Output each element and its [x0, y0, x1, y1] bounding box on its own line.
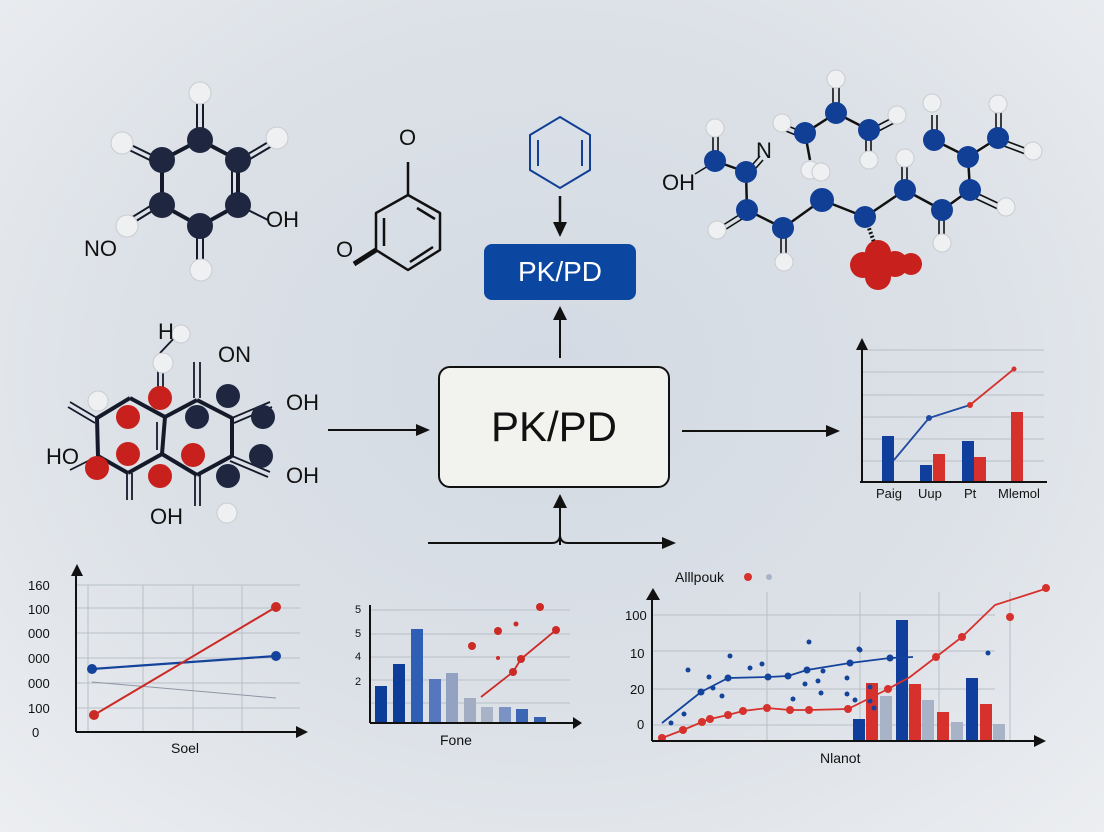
atom-label-on: ON	[218, 342, 251, 367]
pk-pd-node-top[interactable]: PK/PD	[484, 244, 636, 300]
axis-arrow-icon	[1034, 735, 1046, 747]
axis-arrow-icon	[646, 588, 660, 600]
legend-label: Alllpouk	[675, 569, 725, 585]
atom-label-oh-3: OH	[150, 504, 183, 529]
atom-label-h: H	[158, 319, 174, 344]
y-tick-label: 160	[28, 578, 50, 593]
y-tick-label: 5	[355, 628, 362, 640]
atom-label-oh: OH	[266, 207, 299, 232]
chart-bottom-left: 160 100 000 000 000 100 0 Soel	[20, 560, 320, 760]
y-tick-label: 4	[355, 651, 362, 663]
y-tick-label: 100	[625, 608, 647, 623]
y-tick-label: 20	[630, 682, 645, 697]
y-tick-label: 5	[355, 604, 362, 616]
molecule-skeletal: O O	[320, 100, 480, 280]
y-tick-label: 2	[355, 676, 362, 688]
arrow-right-icon	[416, 424, 430, 436]
y-tick-label: 000	[28, 651, 50, 666]
atom-label-ho: HO	[46, 444, 79, 469]
y-tick-label: 10	[630, 646, 645, 661]
chart-right-mini-graphic	[856, 338, 1047, 483]
molecule-skeletal-graphic	[352, 162, 442, 272]
arrow-right-icon	[826, 425, 840, 437]
arrow-right-icon	[662, 537, 676, 549]
y-tick-label: 000	[28, 626, 50, 641]
x-axis-title: Soel	[171, 740, 200, 756]
molecule-top-left-graphic	[110, 81, 289, 282]
chart-bottom-left-graphic	[71, 564, 308, 738]
axis-arrow-icon	[573, 717, 582, 729]
atom-label-n: N	[756, 138, 772, 163]
category-label: Uup	[918, 486, 942, 501]
y-tick-label: 000	[28, 676, 50, 691]
legend-dot-red-icon	[744, 573, 752, 581]
atom-label-oh: OH	[662, 170, 695, 195]
chart-right-mini: Paig Uup Pt Mlemol	[840, 330, 1070, 510]
atom-label-o-top: O	[399, 125, 417, 150]
x-axis-title: Fone	[440, 732, 472, 748]
chart-bottom-right-graphic	[646, 573, 1050, 747]
molecule-top-left: NO OH	[0, 0, 330, 300]
axis-arrow-icon	[71, 564, 83, 576]
atom-label-oh-1: OH	[286, 390, 319, 415]
axis-arrow-icon	[296, 726, 308, 738]
atom-label-no: NO	[84, 236, 117, 261]
atom-label-oh-2: OH	[286, 463, 319, 488]
molecule-mid-left: H ON OH HO OH OH	[30, 310, 340, 530]
chart-bottom-right: Alllpouk 100 10 20 0 Nlanot	[600, 560, 1070, 780]
molecule-mid-left-graphic	[67, 324, 275, 524]
x-axis-title: Nlanot	[820, 750, 861, 766]
pk-pd-node-central[interactable]: PK/PD	[438, 366, 670, 488]
category-label: Pt	[964, 486, 977, 501]
axis-arrow-icon	[856, 338, 868, 350]
atom-label-o-left: O	[336, 237, 354, 262]
molecule-top-right-graphic	[694, 69, 1043, 290]
chart-bottom-middle-graphic	[369, 603, 582, 729]
y-tick-label: 0	[32, 725, 40, 740]
y-tick-label: 100	[28, 701, 50, 716]
category-label: Mlemol	[998, 486, 1040, 501]
category-label: Paig	[876, 486, 903, 501]
y-tick-label: 0	[637, 717, 645, 732]
legend-dot-grey-icon	[766, 574, 772, 580]
arrow-up-icon	[553, 306, 567, 320]
benzene-ring-icon	[529, 115, 591, 237]
benzene-blue	[520, 110, 600, 240]
y-tick-label: 100	[28, 602, 50, 617]
molecule-top-right: OH N	[650, 60, 1070, 300]
chart-bottom-middle: 5 5 4 2 Fone	[330, 590, 582, 760]
arrow-up-icon	[553, 494, 567, 508]
